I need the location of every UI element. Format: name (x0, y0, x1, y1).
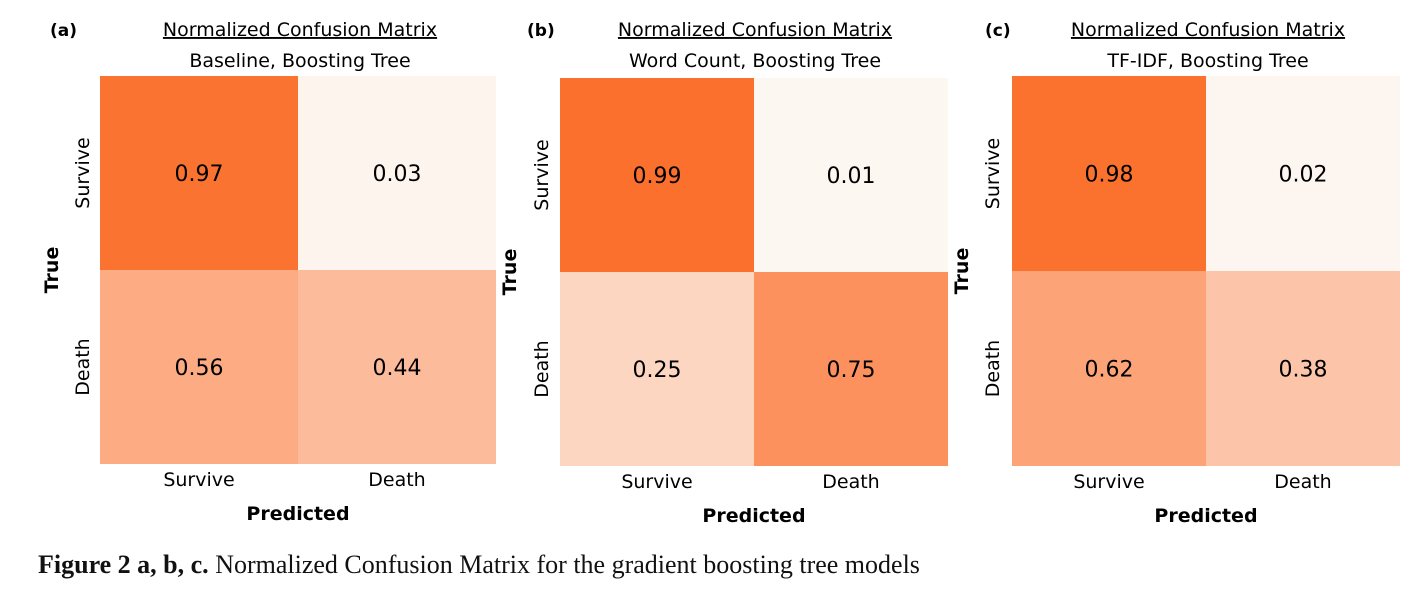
panel-3-y-tick-1: Death (982, 340, 1004, 397)
panel-2-cell-1-1 (754, 272, 948, 466)
panel-3-subtitle: TF-IDF, Boosting Tree (1106, 50, 1308, 72)
panel-2-y-tick-0: Survive (531, 139, 553, 210)
panel-2-cell-label-0-0: 0.99 (633, 164, 682, 189)
panel-2-ylabel: True (499, 249, 521, 296)
panel-2-subtitle: Word Count, Boosting Tree (629, 50, 881, 72)
panel-3-x-tick-0: Survive (1073, 471, 1144, 493)
panel-3-cell-label-1-0: 0.62 (1085, 358, 1134, 383)
panel-2-cell-1-0 (560, 272, 754, 466)
panel-2-cell-0-0 (560, 78, 754, 272)
panel-1-title: Normalized Confusion Matrix (163, 19, 437, 41)
panel-1-y-tick-0: Survive (72, 137, 94, 208)
panel-1-x-tick-1: Death (368, 469, 425, 491)
panel-2-cell-label-0-1: 0.01 (827, 164, 876, 189)
panel-3-cell-1-0 (1012, 271, 1206, 466)
panel-2-y-tick-1: Death (531, 340, 553, 397)
panel-3-cell-0-1 (1206, 76, 1400, 271)
panel-1-subtitle: Baseline, Boosting Tree (189, 50, 410, 72)
panel-3-ylabel: True (951, 248, 973, 295)
panel-3-title: Normalized Confusion Matrix (1071, 19, 1345, 41)
panel-1-y-tick-1: Death (72, 338, 94, 395)
panel-2-cell-0-1 (754, 78, 948, 272)
panel-3-cell-label-0-0: 0.98 (1085, 163, 1134, 188)
panel-1-label: (a) (50, 21, 77, 41)
panel-3-x-tick-1: Death (1274, 471, 1331, 493)
panel-2-xlabel: Predicted (702, 505, 805, 527)
figure-caption: Figure 2 a, b, c. Normalized Confusion M… (38, 550, 920, 580)
caption-label: Figure 2 a, b, c. (38, 550, 209, 579)
panel-2-title: Normalized Confusion Matrix (618, 19, 892, 41)
panel-1-cell-1-0 (100, 270, 298, 464)
panel-3-cell-label-1-1: 0.38 (1279, 358, 1328, 383)
panel-3-cell-label-0-1: 0.02 (1279, 163, 1328, 188)
panel-1-cell-0-1 (298, 76, 496, 270)
confusion-matrix-figure: (a) Normalized Confusion Matrix Baseline, … (41, 19, 1400, 527)
panel-3-cell-0-0 (1012, 76, 1206, 271)
panel-1-cell-label-0-1: 0.03 (373, 162, 422, 187)
panel-1-xlabel: Predicted (246, 503, 349, 525)
panel-3-y-tick-0: Survive (982, 138, 1004, 209)
panel-1-cell-label-1-1: 0.44 (373, 356, 422, 381)
panel-3-label: (c) (985, 21, 1011, 41)
panel-2-cell-label-1-0: 0.25 (633, 358, 682, 383)
panel-1-cell-1-1 (298, 270, 496, 464)
panel-1-cell-label-0-0: 0.97 (175, 162, 224, 187)
caption-text: Normalized Confusion Matrix for the grad… (208, 550, 920, 579)
panel-2-label: (b) (527, 21, 555, 41)
panel-2-cell-label-1-1: 0.75 (827, 358, 876, 383)
panel-1-x-tick-0: Survive (163, 469, 234, 491)
panel-3-xlabel: Predicted (1154, 505, 1257, 527)
panel-3-cell-1-1 (1206, 271, 1400, 466)
panel-1-ylabel: True (41, 247, 63, 294)
panel-1-cell-label-1-0: 0.56 (175, 356, 224, 381)
panel-2-x-tick-0: Survive (621, 471, 692, 493)
panel-1-cell-0-0 (100, 76, 298, 270)
panel-2-x-tick-1: Death (822, 471, 879, 493)
